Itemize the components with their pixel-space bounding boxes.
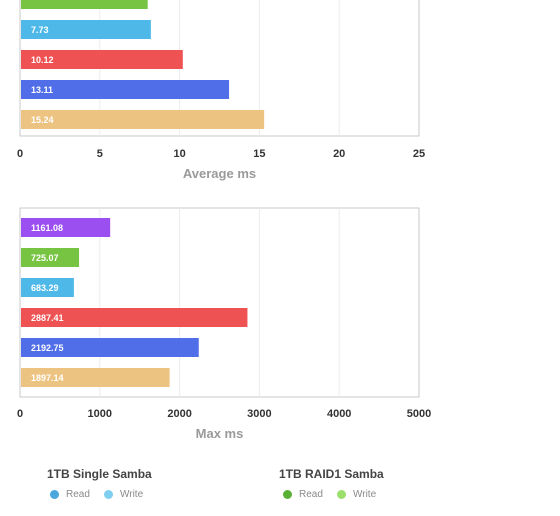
legend-item-single-write: Write [104, 489, 143, 500]
bar-label: 1897.14 [31, 373, 64, 383]
x-tick-label: 5000 [407, 408, 431, 420]
bar [21, 50, 183, 69]
bar [21, 308, 248, 327]
x-axis-label: Average ms [183, 166, 256, 181]
bar [21, 80, 230, 99]
legend-dot-raid-read [283, 490, 292, 499]
bar [21, 110, 265, 129]
bar-label: 13.11 [31, 85, 53, 95]
bar [21, 218, 111, 237]
legend-title-single: 1TB Single Samba [47, 467, 152, 481]
x-tick-label: 15 [253, 148, 265, 160]
bar-label: 10.12 [31, 55, 54, 65]
bar [21, 20, 151, 39]
x-tick-label: 10 [173, 148, 185, 160]
x-tick-label: 0 [17, 148, 23, 160]
bar [21, 248, 80, 267]
bar-label: 1161.08 [31, 223, 63, 233]
plot-area-1 [19, 207, 420, 398]
bar-label: 2192.75 [31, 343, 64, 353]
legend-dot-single-write [104, 490, 113, 499]
legend-label-raid-write: Write [353, 489, 377, 500]
legend-dot-single-read [50, 490, 59, 499]
bar-label: 683.29 [31, 283, 59, 293]
x-axis-label: Max ms [196, 426, 244, 441]
legend-label-raid-read: Read [299, 489, 323, 500]
legend-label-single-write: Write [120, 489, 144, 500]
bar-label: 725.07 [31, 253, 59, 263]
x-tick-label: 3000 [247, 408, 271, 420]
bar [21, 278, 74, 297]
x-tick-label: 4000 [327, 408, 351, 420]
legend-item-raid-read: Read [283, 489, 323, 500]
legend-item-single-read: Read [50, 489, 90, 500]
x-tick-label: 1000 [88, 408, 112, 420]
x-tick-label: 20 [333, 148, 345, 160]
legend-dot-raid-write [337, 490, 346, 499]
x-tick-label: 25 [413, 148, 425, 160]
bar [21, 0, 148, 9]
legend-item-raid-write: Write [337, 489, 376, 500]
bar [21, 338, 199, 357]
legend-label-single-read: Read [66, 489, 90, 500]
bar-label: 15.24 [31, 115, 54, 125]
x-tick-label: 2000 [167, 408, 191, 420]
bar-label: 7.73 [31, 25, 49, 35]
x-tick-label: 5 [97, 148, 103, 160]
bar-label: 2887.41 [31, 313, 64, 323]
legend-title-raid: 1TB RAID1 Samba [279, 467, 384, 481]
x-tick-label: 0 [17, 408, 23, 420]
bar [21, 368, 170, 387]
